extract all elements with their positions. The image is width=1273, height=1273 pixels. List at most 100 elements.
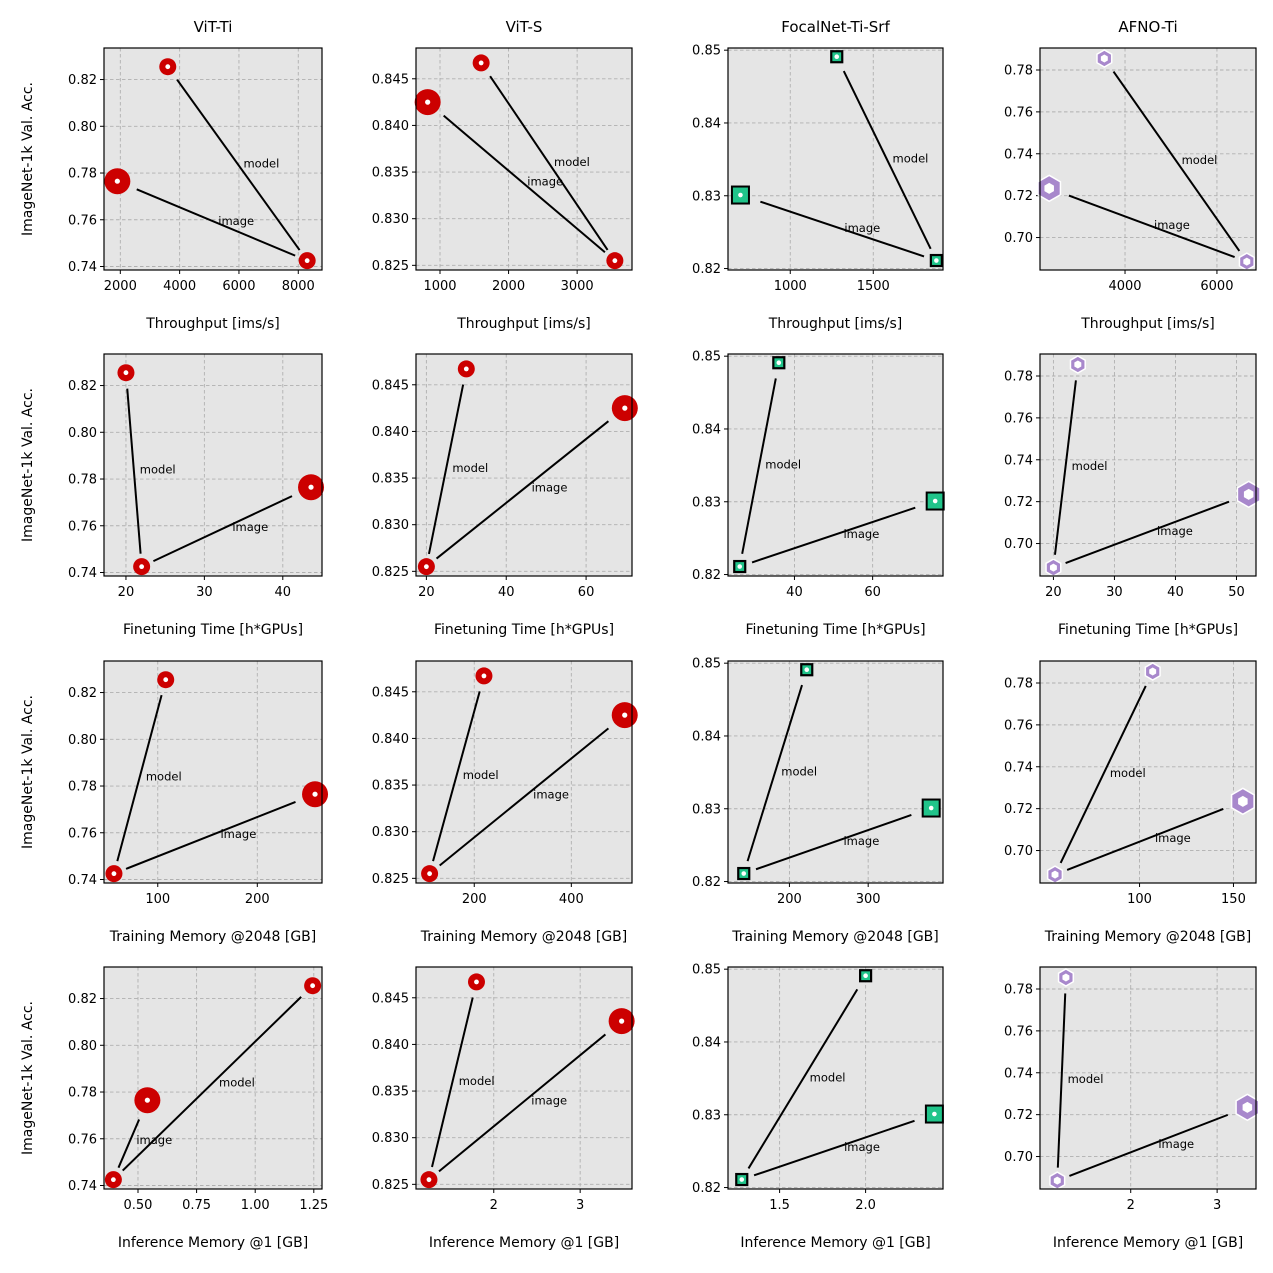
y-axis-label: ImageNet-1k Val. Acc. [20,1001,36,1155]
panel-r3-c4: 100 150 0.70 0.72 0.74 0.76 0.78 Training Memor… [1004,660,1257,945]
base-point [133,558,151,576]
x-axis-label: Training Memory @2048 [GB] [731,929,939,945]
model-point [304,977,322,995]
x-axis-label: Finetuning Time [h*GPUs] [434,622,614,638]
model-connector-line [746,684,803,862]
x-tick-label: 60 [864,585,881,600]
model-annotation: model [146,770,182,784]
model-connector-line [121,996,302,1172]
panel-r2-c1: 20 30 40 0.74 0.76 0.78 0.80 0.82 Finetuning Tim… [20,353,325,638]
model-annotation: model [810,1071,846,1085]
model-annotation: model [243,157,279,171]
y-tick-label: 0.82 [68,73,97,88]
y-tick-label: 0.78 [1004,676,1033,691]
grid-lines [1040,967,1256,1189]
x-axis-label: Inference Memory @1 [GB] [118,1235,308,1251]
image-point [611,702,638,729]
image-annotation: image [1158,1137,1194,1151]
x-axis-label: Finetuning Time [h*GPUs] [123,622,303,638]
base-point [104,1171,122,1189]
y-axis-label: ImageNet-1k Val. Acc. [20,388,36,542]
model-point [117,364,135,382]
y-tick-label: 0.825 [372,259,409,274]
image-point [925,491,945,511]
panel-background [1040,967,1256,1189]
y-tick-label: 0.74 [68,1179,97,1194]
x-tick-label: 100 [1127,892,1152,907]
panel-r1-c2: 1000 2000 3000 0.825 0.830 0.835 0.840 0.845 ViT… [372,18,633,332]
x-tick-label: 1.5 [769,1198,790,1213]
x-tick-label: 2000 [104,279,137,294]
y-tick-label: 0.83 [692,1108,721,1123]
x-tick-label: 4000 [1108,279,1141,294]
y-tick-label: 0.85 [692,44,721,59]
panel-frame [1039,966,1257,1190]
y-tick-label: 0.76 [68,826,97,841]
panel-r3-c2: 200 400 0.825 0.830 0.835 0.840 0.845 Training … [372,660,638,945]
x-tick-label: 3 [576,1198,584,1213]
model-point [858,969,873,983]
base-point [737,866,751,881]
panel-r1-c1: 2000 4000 6000 8000 0.74 0.76 0.78 0.80 0.82 ViT-… [20,18,323,332]
y-tick-label: 0.85 [692,963,721,978]
model-annotation: model [1072,459,1108,473]
x-tick-label: 8000 [282,279,315,294]
panel-r4-c4: 2 3 0.70 0.72 0.74 0.76 0.78 Inference Memory @… [1004,966,1260,1251]
model-point [1057,968,1075,987]
point-center-dot [1074,360,1082,369]
y-tick-label: 0.76 [68,213,97,228]
panel-frame [727,660,944,884]
point-center-dot [834,54,840,60]
panel-r2-c3: 40 60 0.82 0.83 0.84 0.85 Finetuning Time [h*G… [692,350,945,638]
base-point [420,1171,438,1189]
point-center-dot [427,871,432,877]
model-point [159,58,177,76]
point-center-dot [478,60,484,66]
point-center-dot [426,1177,432,1183]
y-tick-label: 0.74 [68,260,97,275]
y-tick-label: 0.85 [692,657,721,672]
y-tick-label: 0.82 [68,992,97,1007]
y-tick-label: 0.825 [372,872,409,887]
point-center-dot [739,1177,745,1182]
image-point [414,89,441,116]
y-tick-label: 0.74 [68,873,97,888]
image-annotation: image [218,214,254,228]
model-annotation: model [554,155,590,169]
model-point [772,356,786,370]
model-annotation: model [452,461,488,475]
panel-frame [1039,353,1257,577]
y-tick-label: 0.70 [1004,1150,1033,1165]
point-center-dot [804,667,810,673]
panel-frame [727,966,944,1190]
panel-frame [1039,660,1257,884]
image-point [924,1104,944,1124]
model-connector-line [427,384,465,555]
x-tick-label: 3 [1213,1198,1221,1213]
panel-background [728,48,943,270]
model-annotation: model [781,765,817,779]
point-center-dot [1062,973,1070,982]
y-tick-label: 0.78 [68,167,97,182]
x-axis-label: Finetuning Time [h*GPUs] [1058,622,1238,638]
y-tick-label: 0.76 [1004,1024,1033,1039]
point-center-dot [619,1018,625,1024]
image-connector-line [755,814,912,871]
point-center-dot [863,973,868,979]
grid-lines [104,661,322,883]
chart-title: AFNO-Ti [1118,18,1177,36]
point-center-dot [1238,795,1248,807]
image-annotation: image [1157,524,1193,538]
x-tick-label: 1.00 [241,1198,270,1213]
point-center-dot [114,178,120,184]
base-point [929,253,943,268]
grid-lines [416,661,632,883]
panel-background [104,967,322,1189]
x-tick-label: 400 [559,892,584,907]
point-center-dot [776,360,782,366]
x-tick-label: 1.25 [299,1198,328,1213]
y-tick-label: 0.845 [372,685,409,700]
y-tick-label: 0.835 [372,779,409,794]
base-point [1049,1171,1066,1190]
x-tick-label: 20 [418,585,435,600]
